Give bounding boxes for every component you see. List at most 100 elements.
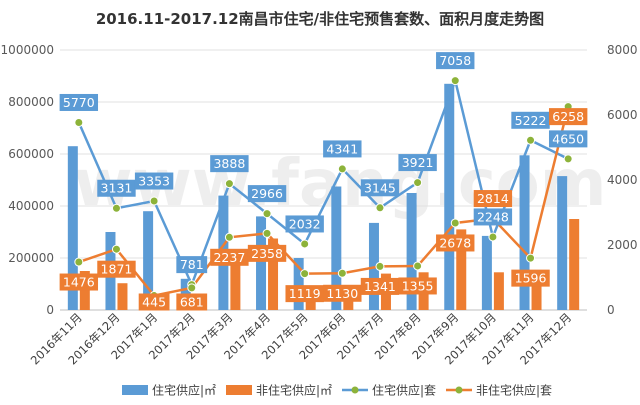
line-point	[300, 269, 310, 279]
line-point	[111, 244, 121, 254]
y-right-tick-label: 4000	[607, 173, 638, 187]
line-point	[337, 268, 347, 278]
line-point	[187, 283, 197, 293]
data-label: 2814	[477, 191, 509, 206]
data-label-box	[247, 185, 287, 203]
data-label-box	[473, 208, 513, 226]
line-point	[74, 257, 84, 267]
data-label-box	[59, 273, 99, 291]
y-right-tick-label: 6000	[607, 108, 638, 122]
data-label-box	[97, 179, 136, 197]
data-label-box	[360, 179, 400, 197]
bar	[493, 272, 504, 310]
data-label-box	[210, 155, 249, 173]
data-label: 7058	[439, 53, 471, 68]
legend-label: 非住宅供应|㎡	[256, 383, 332, 398]
data-label-box	[511, 269, 550, 287]
data-label: 2032	[289, 216, 321, 231]
data-label: 3145	[364, 180, 396, 195]
chart-title: 2016.11-2017.12南昌市住宅/非住宅预售套数、面积月度走势图	[95, 10, 545, 28]
legend-swatch	[455, 386, 463, 394]
legend-label: 住宅供应|㎡	[152, 383, 216, 398]
y-left-tick-label: 800000	[8, 95, 54, 109]
bar	[230, 252, 241, 310]
line-point	[526, 135, 536, 145]
data-label: 3921	[402, 155, 434, 170]
data-label: 1341	[364, 279, 396, 294]
data-label-box	[247, 244, 287, 262]
y-left-tick-label: 600000	[8, 147, 54, 161]
legend-swatch	[122, 385, 148, 395]
y-right-tick-label: 0	[607, 303, 615, 317]
data-label-box	[436, 52, 475, 70]
data-label-box	[323, 284, 362, 302]
y-left-tick-label: 1000000	[1, 43, 54, 57]
legend-label: 非住宅供应|套	[476, 383, 552, 398]
data-label: 1355	[402, 278, 434, 293]
line-point	[74, 117, 84, 127]
bar	[406, 193, 417, 310]
bar	[331, 186, 342, 310]
line-point	[563, 154, 573, 164]
line-point	[337, 164, 347, 174]
data-label-box	[176, 293, 208, 311]
y-left-tick-label: 0	[46, 303, 54, 317]
line-point	[413, 178, 423, 188]
line-point	[262, 228, 272, 238]
line-point	[413, 261, 423, 271]
bar	[343, 297, 354, 310]
bar	[117, 283, 128, 310]
data-label-box	[360, 277, 400, 295]
data-label-box	[398, 277, 437, 295]
data-label: 1476	[63, 275, 95, 290]
data-label-box	[285, 285, 324, 303]
bar	[256, 216, 267, 310]
data-label-box	[511, 111, 550, 129]
bar	[305, 298, 316, 310]
bar	[444, 83, 455, 310]
data-label-box	[138, 293, 170, 311]
legend-swatch	[351, 386, 359, 394]
bar	[569, 219, 580, 310]
line-point	[450, 218, 460, 228]
legend-swatch	[226, 385, 252, 395]
bar	[481, 235, 492, 310]
data-label: 5770	[63, 95, 95, 110]
bar	[67, 146, 78, 310]
data-label-box	[473, 190, 513, 208]
data-label: 5222	[515, 113, 547, 128]
data-label-box	[97, 260, 136, 278]
line-point	[526, 253, 536, 263]
bar	[143, 211, 154, 310]
y-left-tick-label: 400000	[8, 199, 54, 213]
data-label: 3353	[138, 174, 170, 189]
data-label: 2237	[213, 250, 245, 265]
line-point	[375, 261, 385, 271]
bar	[557, 176, 568, 310]
line-point	[149, 196, 159, 206]
data-label: 6258	[552, 109, 584, 124]
y-right-tick-label: 8000	[607, 43, 638, 57]
line-point	[224, 232, 234, 242]
line-point	[300, 239, 310, 249]
line-point	[224, 179, 234, 189]
data-label: 3131	[101, 181, 133, 196]
y-left-tick-label: 200000	[8, 251, 54, 265]
data-label-box	[285, 215, 324, 233]
data-label: 1596	[515, 271, 547, 286]
data-label-box	[59, 93, 99, 111]
data-label: 4341	[326, 141, 358, 156]
data-label-box	[548, 108, 588, 126]
data-label: 445	[142, 295, 166, 310]
bar	[519, 155, 530, 310]
line-point	[488, 232, 498, 242]
data-label: 1119	[289, 286, 321, 301]
data-label: 2248	[477, 209, 509, 224]
data-label-box	[176, 256, 208, 274]
data-label-box	[436, 234, 475, 252]
bar	[531, 284, 542, 310]
bar	[293, 258, 304, 310]
data-label-box	[323, 140, 362, 158]
data-label-box	[548, 130, 588, 148]
